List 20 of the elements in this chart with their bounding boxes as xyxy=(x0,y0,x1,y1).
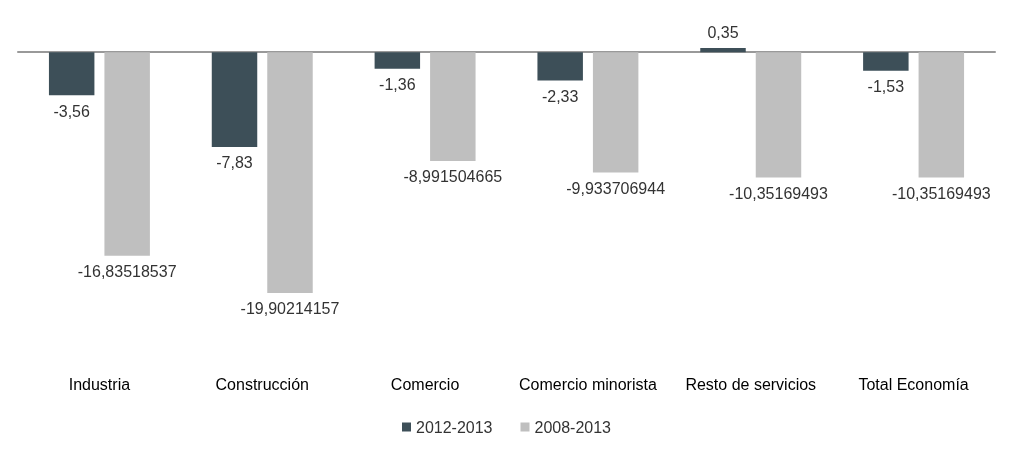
data-label: -3,56 xyxy=(53,102,91,120)
data-label: -1,36 xyxy=(379,76,416,94)
data-label: 0,35 xyxy=(707,23,739,41)
data-label: -10,35169493 xyxy=(729,184,828,202)
data-label: -7,83 xyxy=(216,154,253,172)
data-label: -16,83518537 xyxy=(77,263,177,281)
data-label: -8,991504665 xyxy=(403,168,503,186)
x-tick-label: Resto de servicios xyxy=(685,375,817,393)
data-label: -1,53 xyxy=(867,78,905,96)
data-label: -2,33 xyxy=(541,87,579,105)
data-label: -10,35169493 xyxy=(891,184,991,202)
legend-label: 2012-2013 xyxy=(415,418,493,436)
x-tick-label: Comercio xyxy=(390,375,460,393)
x-tick-label: Total Economía xyxy=(858,375,969,393)
x-tick-label: Comercio minorista xyxy=(519,375,657,393)
data-label: -9,933706944 xyxy=(566,179,666,197)
data-label: -19,90214157 xyxy=(240,300,340,318)
x-tick-label: Construcción xyxy=(215,375,309,393)
x-tick-label: Industria xyxy=(68,375,131,393)
legend-label: 2008-2013 xyxy=(534,418,612,436)
